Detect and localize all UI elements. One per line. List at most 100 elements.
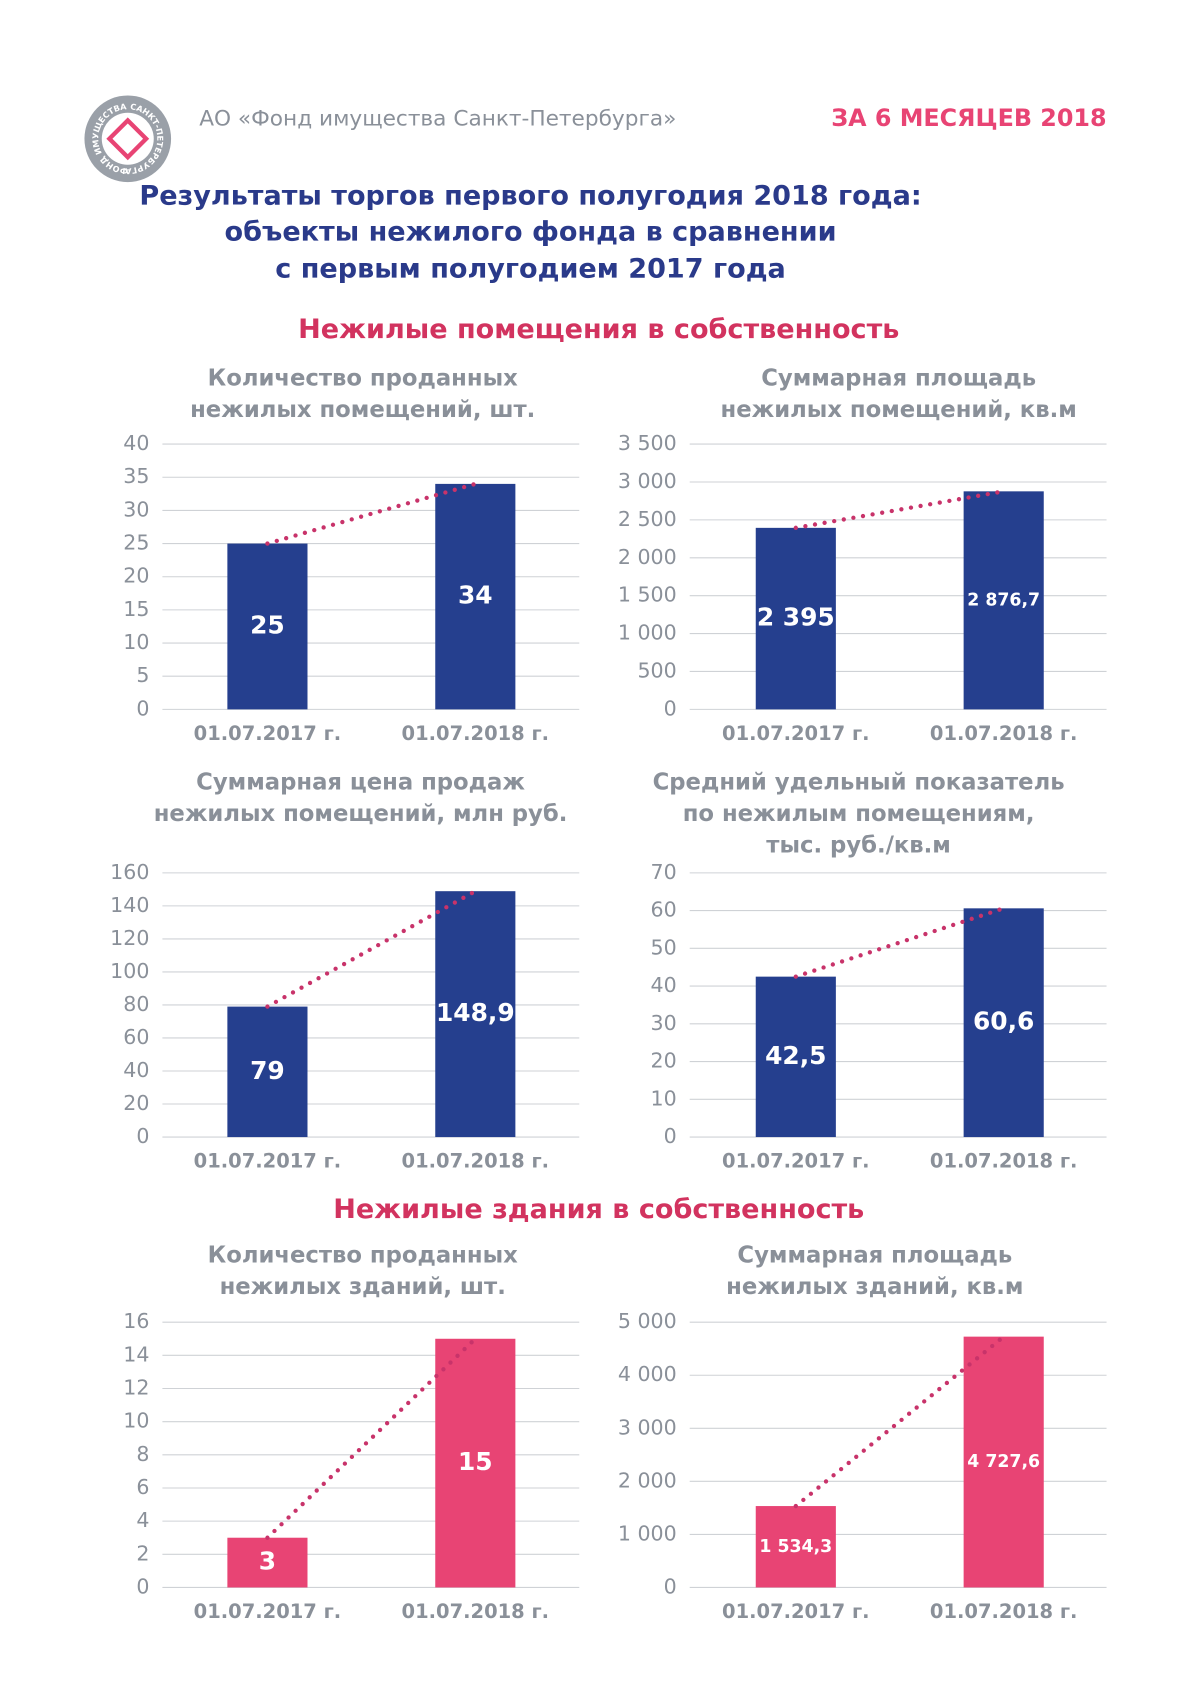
period: ЗА 6 МЕСЯЦЕВ 2018 — [831, 104, 1106, 132]
logo: ФОНД ИМУЩЕСТВА САНКТ-ПЕТЕРБУРГА — [84, 95, 172, 183]
title-line: с первым полугодием 2017 года — [275, 253, 786, 284]
y-tick-label: 160 — [110, 860, 149, 884]
x-tick-label: 01.07.2017 г. — [722, 1149, 870, 1172]
bar — [963, 908, 1044, 1138]
bar — [435, 891, 516, 1138]
y-tick-label: 5 000 — [618, 1309, 677, 1333]
y-tick-label: 70 — [651, 860, 677, 884]
y-tick-label: 30 — [123, 497, 149, 521]
data-label: 34 — [458, 581, 493, 610]
trend-line — [265, 889, 478, 1009]
title-line: Результаты торгов первого полугодия 2018… — [139, 181, 921, 212]
y-tick-label: 60 — [123, 1025, 149, 1049]
data-label: 79 — [250, 1056, 285, 1085]
bar — [227, 1006, 308, 1138]
y-tick-label: 60 — [651, 898, 677, 922]
bar — [963, 1336, 1044, 1588]
logo-center — [101, 112, 154, 165]
y-tick-label: 0 — [664, 1124, 677, 1148]
x-tick-label: 01.07.2018 г. — [402, 1600, 550, 1623]
y-tick-label: 40 — [123, 1058, 149, 1082]
data-label: 2 876,7 — [967, 590, 1040, 610]
data-label: 42,5 — [765, 1041, 826, 1070]
chart-title: Количество проданных — [208, 366, 518, 392]
bar — [963, 491, 1044, 710]
chart-title: нежилых зданий, шт. — [220, 1274, 506, 1300]
y-tick-label: 120 — [110, 926, 149, 950]
y-tick-label: 4 000 — [618, 1362, 677, 1386]
chart-title: тыс. руб./кв.м — [766, 832, 951, 858]
y-tick-label: 5 — [136, 663, 149, 687]
y-tick-label: 80 — [123, 992, 149, 1016]
section-heading: Нежилые здания в собственность — [333, 1194, 864, 1225]
y-tick-label: 0 — [136, 1574, 149, 1598]
x-tick-label: 01.07.2017 г. — [194, 722, 342, 745]
data-label: 148,9 — [436, 998, 515, 1027]
x-tick-label: 01.07.2017 г. — [194, 1600, 342, 1623]
x-tick-label: 01.07.2017 г. — [194, 1149, 342, 1172]
y-tick-label: 10 — [123, 1409, 149, 1433]
y-tick-label: 2 — [136, 1541, 149, 1565]
y-tick-label: 50 — [651, 935, 677, 959]
data-label: 15 — [458, 1447, 493, 1476]
bar — [755, 976, 836, 1138]
chart-title: Суммарная площадь — [737, 1243, 1012, 1269]
x-tick-label: 01.07.2018 г. — [402, 1149, 550, 1172]
y-tick-label: 20 — [123, 1091, 149, 1115]
chart-title: нежилых зданий, кв.м — [726, 1274, 1023, 1300]
trend-line — [265, 481, 478, 546]
y-tick-label: 3 500 — [618, 431, 677, 455]
data-label: 25 — [250, 610, 285, 639]
bar — [227, 543, 308, 710]
y-tick-label: 0 — [136, 696, 149, 720]
trend-line — [793, 1334, 1006, 1509]
y-tick-label: 16 — [123, 1309, 149, 1333]
y-tick-label: 3 000 — [618, 1415, 677, 1439]
bar — [227, 1537, 308, 1588]
y-tick-label: 10 — [123, 630, 149, 654]
chart-title: нежилых помещений, шт. — [190, 397, 535, 423]
trend-line — [265, 1336, 478, 1540]
title-line: объекты нежилого фонда в сравнении — [225, 216, 837, 247]
y-tick-label: 140 — [110, 893, 149, 917]
bar — [435, 483, 516, 710]
y-tick-label: 40 — [651, 973, 677, 997]
chart-title: нежилых помещений, кв.м — [721, 397, 1077, 423]
x-tick-label: 01.07.2018 г. — [930, 1600, 1078, 1623]
y-tick-label: 100 — [110, 959, 149, 983]
organization: АО «Фонд имущества Санкт-Петербурга» — [199, 106, 676, 131]
y-tick-label: 2 500 — [618, 507, 677, 531]
y-tick-label: 2 000 — [618, 545, 677, 569]
x-tick-label: 01.07.2018 г. — [930, 1149, 1078, 1172]
x-tick-label: 01.07.2018 г. — [930, 722, 1078, 745]
y-tick-label: 4 — [136, 1508, 149, 1532]
y-tick-label: 10 — [651, 1086, 677, 1110]
y-tick-label: 0 — [664, 696, 677, 720]
chart-title: Количество проданных — [208, 1243, 518, 1269]
trend-line — [793, 489, 1006, 531]
y-tick-label: 20 — [123, 564, 149, 588]
x-tick-label: 01.07.2017 г. — [722, 722, 870, 745]
chart-title: Средний удельный показатель — [653, 769, 1065, 795]
data-label: 1 534,3 — [759, 1537, 832, 1557]
y-tick-label: 1 000 — [618, 621, 677, 645]
y-tick-label: 20 — [651, 1049, 677, 1073]
y-tick-label: 1 500 — [618, 583, 677, 607]
bar — [755, 527, 836, 710]
y-tick-label: 500 — [637, 658, 676, 682]
y-tick-label: 1 000 — [618, 1521, 677, 1545]
bar — [435, 1338, 516, 1588]
bar — [755, 1506, 836, 1588]
chart-title: по нежилым помещениям, — [683, 801, 1035, 827]
logo-emblem — [106, 117, 150, 161]
y-tick-label: 25 — [123, 531, 149, 555]
y-tick-label: 0 — [136, 1124, 149, 1148]
chart-title: Суммарная цена продаж — [196, 769, 525, 795]
y-tick-label: 12 — [123, 1376, 149, 1400]
chart-title: нежилых помещений, млн руб. — [154, 801, 568, 827]
y-tick-label: 0 — [664, 1574, 677, 1598]
section-heading: Нежилые помещения в собственность — [298, 314, 899, 345]
y-tick-label: 3 000 — [618, 469, 677, 493]
y-tick-label: 35 — [123, 464, 149, 488]
